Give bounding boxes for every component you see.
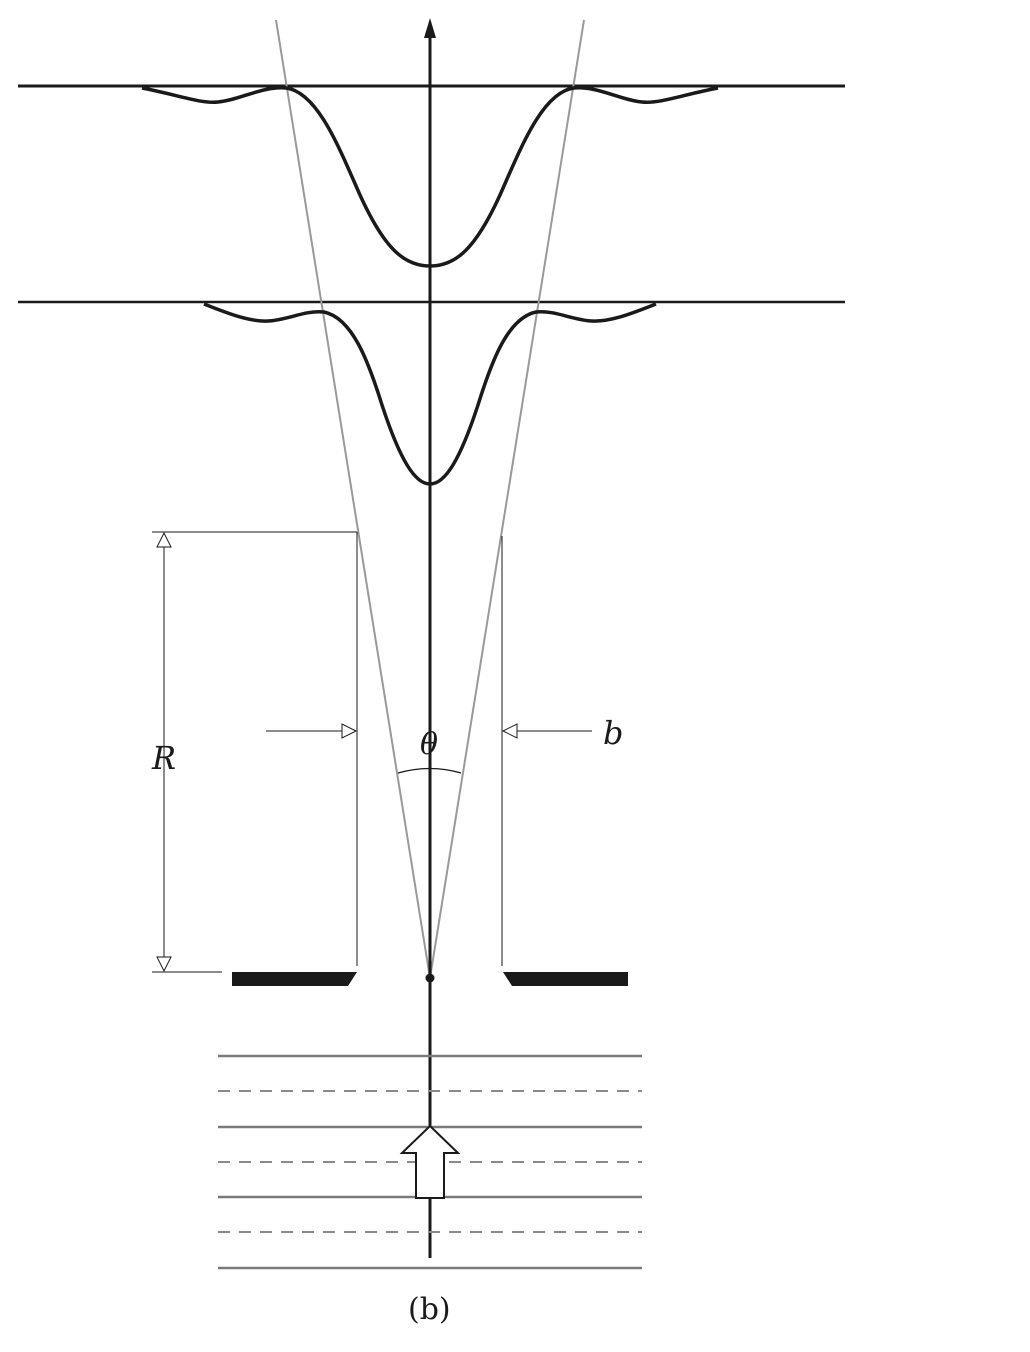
angle-label-theta: θ (420, 727, 439, 762)
slit-center-dot (425, 973, 435, 983)
theta-arc (397, 767, 462, 774)
b-right-arrowhead (501, 723, 518, 739)
r-bottom-arrowhead (156, 956, 172, 973)
distance-label-r: R (152, 739, 177, 777)
figure-caption: (b) (408, 1292, 451, 1327)
right-slit-plate (503, 972, 628, 986)
right-divergence-line (429, 19, 585, 979)
lower-intensity-curve (203, 302, 657, 486)
axis-arrowhead (424, 18, 436, 38)
b-left-arrowhead (341, 723, 358, 739)
left-divergence-line (275, 19, 431, 979)
slit-width-label-b: b (603, 714, 624, 752)
left-slit-plate (232, 972, 357, 986)
upper-intensity-curve (141, 86, 719, 268)
r-top-arrowhead (156, 531, 172, 548)
propagation-arrow (399, 1124, 461, 1199)
